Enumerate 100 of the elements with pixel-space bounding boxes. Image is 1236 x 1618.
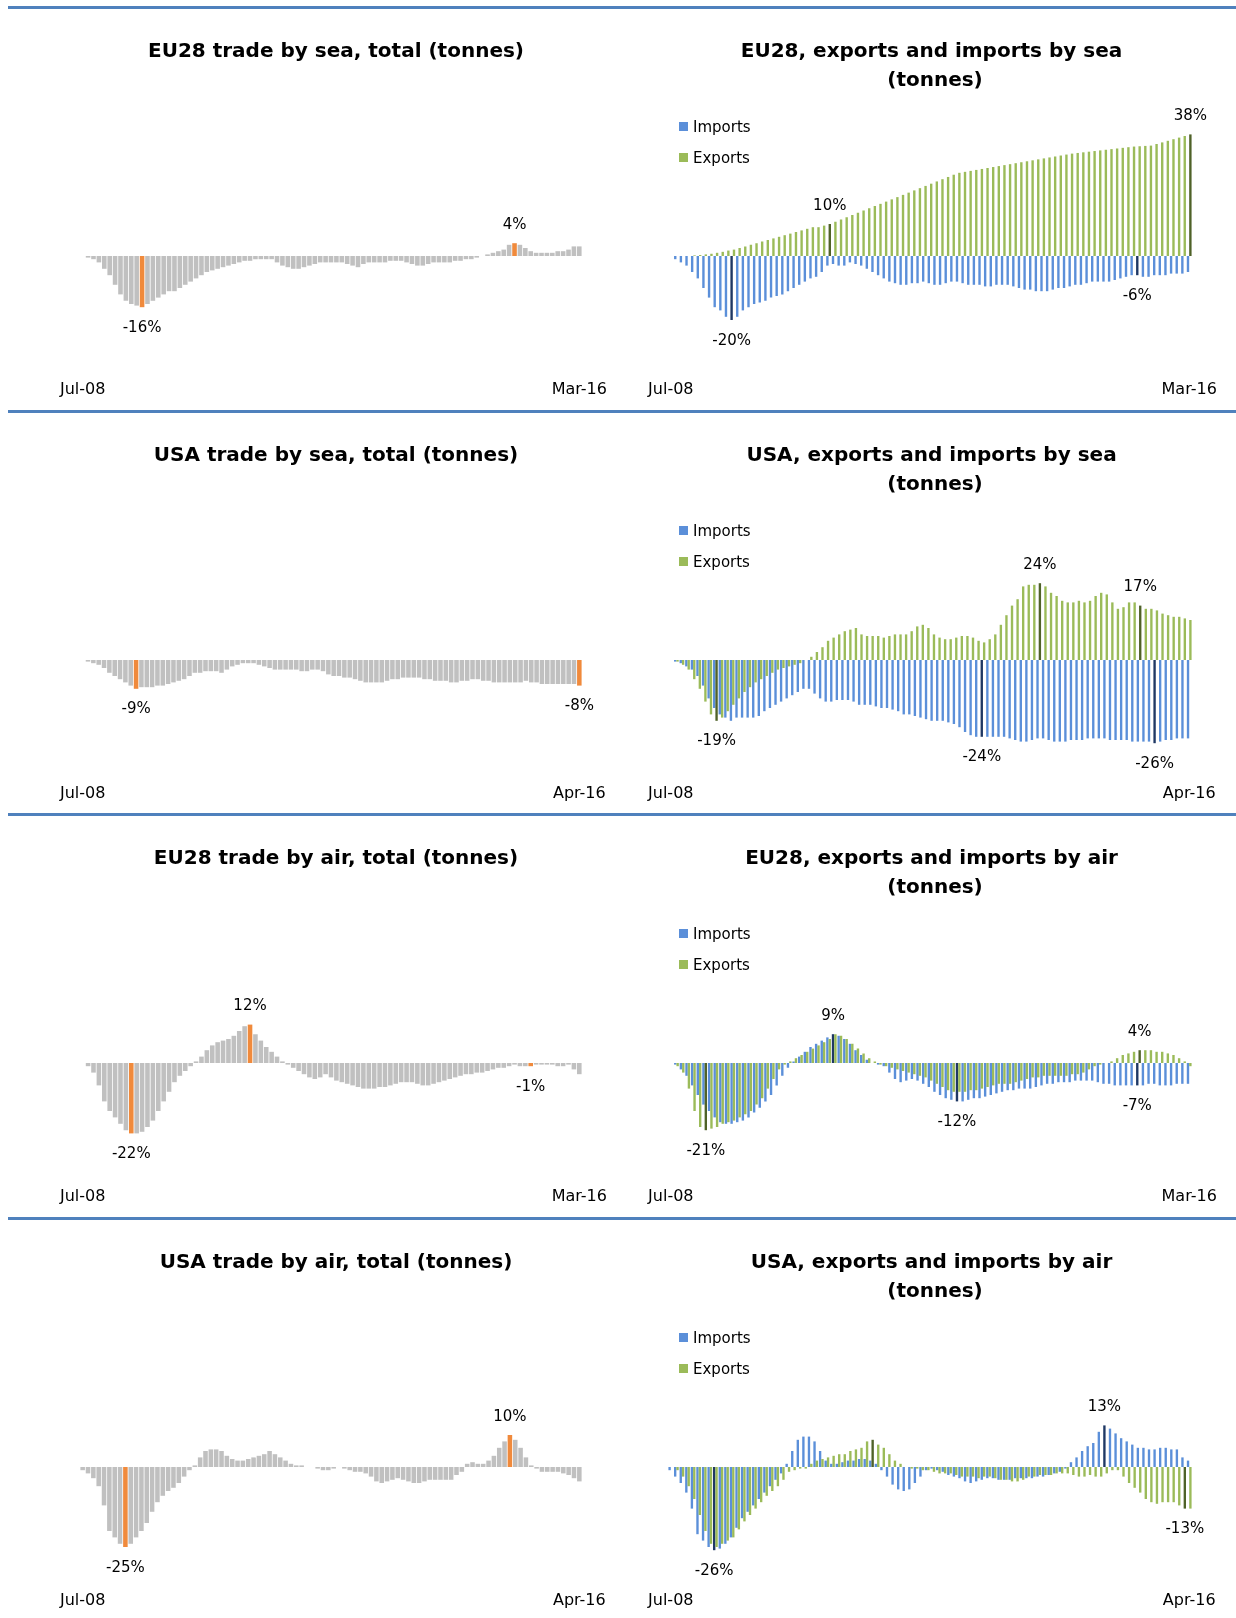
bar — [1115, 1058, 1119, 1064]
legend-label: Exports — [693, 955, 751, 974]
bar — [1020, 1063, 1023, 1081]
bar — [1083, 1467, 1086, 1477]
bar — [786, 1063, 790, 1069]
bar — [704, 1467, 707, 1532]
data-label: 10% — [813, 195, 847, 214]
bar — [802, 1436, 805, 1468]
legend-label: Exports — [693, 552, 751, 571]
bar — [1085, 1063, 1088, 1081]
bar — [787, 1467, 791, 1472]
bar — [891, 659, 894, 710]
bar — [896, 1063, 899, 1070]
bar — [1150, 608, 1153, 660]
data-label: -21% — [686, 1141, 726, 1160]
data-label: -25% — [106, 1557, 145, 1576]
bar — [986, 168, 989, 256]
bar — [1003, 165, 1006, 256]
data-label: 4% — [502, 214, 527, 233]
bar — [782, 1467, 785, 1480]
bar — [793, 659, 796, 665]
bar — [772, 238, 775, 256]
bar — [849, 1451, 852, 1468]
bar — [841, 659, 844, 700]
bar — [1048, 157, 1051, 256]
bar — [1161, 1467, 1164, 1503]
bar — [969, 659, 972, 735]
bar — [930, 659, 933, 721]
bar — [958, 172, 961, 256]
bar — [958, 1063, 961, 1093]
bar — [781, 256, 784, 295]
bar — [1003, 1063, 1006, 1085]
x-tick-label: Mar-16 — [1161, 378, 1217, 398]
bar — [746, 659, 749, 718]
bar — [1114, 659, 1117, 740]
bar — [1057, 1063, 1060, 1083]
legend-label: Imports — [693, 521, 751, 540]
bar — [1016, 598, 1019, 660]
bar — [785, 659, 788, 699]
data-label: 24% — [1023, 554, 1057, 573]
data-label: -26% — [694, 1560, 734, 1579]
bar — [1036, 659, 1039, 739]
bar — [1150, 1467, 1153, 1503]
bar — [755, 1063, 758, 1105]
bar — [1110, 149, 1113, 256]
bar — [1040, 256, 1043, 292]
bar — [1181, 659, 1184, 739]
bar — [1155, 1052, 1158, 1064]
bar — [1111, 602, 1114, 660]
bar — [809, 256, 812, 279]
bar — [1093, 1063, 1096, 1067]
bar — [696, 1467, 699, 1535]
bar — [821, 646, 824, 660]
bar — [793, 1467, 796, 1471]
bar — [832, 637, 835, 660]
x-tick-label: Jul-08 — [647, 1589, 694, 1609]
bar — [789, 233, 792, 256]
bar — [966, 635, 969, 660]
bar — [879, 203, 882, 256]
data-label: -6% — [1122, 285, 1152, 304]
bar — [1133, 602, 1136, 660]
x-tick-label: Mar-16 — [1161, 1185, 1217, 1205]
bar — [1094, 1467, 1097, 1477]
bar — [1164, 256, 1167, 276]
bar — [1102, 256, 1105, 282]
bar — [899, 256, 902, 285]
bar — [916, 256, 919, 284]
bar — [849, 629, 852, 660]
bar — [730, 256, 733, 320]
bar — [1122, 606, 1125, 660]
legend-label: Exports — [693, 1359, 751, 1378]
data-label: 10% — [493, 1406, 527, 1425]
bar — [1072, 1467, 1075, 1476]
bar — [1189, 1063, 1192, 1067]
bar — [837, 256, 840, 266]
bar — [860, 634, 863, 660]
bar — [961, 256, 964, 284]
bar — [782, 659, 785, 668]
bar — [747, 256, 750, 308]
bar — [888, 256, 891, 282]
bar — [1189, 134, 1192, 256]
bar — [938, 637, 941, 660]
bar — [775, 256, 778, 296]
bar — [1075, 659, 1078, 740]
bar — [676, 1467, 679, 1471]
bar — [924, 1063, 927, 1078]
bar — [1164, 1063, 1167, 1086]
data-label: 4% — [1127, 1022, 1152, 1041]
bar — [1047, 659, 1050, 740]
x-tick-label: Jul-08 — [58, 1589, 106, 1609]
bar — [702, 1063, 705, 1105]
bar — [1023, 256, 1026, 290]
bar — [1031, 1063, 1034, 1078]
bar — [860, 1447, 863, 1468]
bar — [792, 256, 795, 288]
bar — [1138, 146, 1141, 256]
bar — [1142, 659, 1145, 742]
bar — [1119, 1063, 1122, 1086]
data-label: 12% — [233, 996, 267, 1015]
x-tick-label: Apr-16 — [552, 782, 606, 802]
